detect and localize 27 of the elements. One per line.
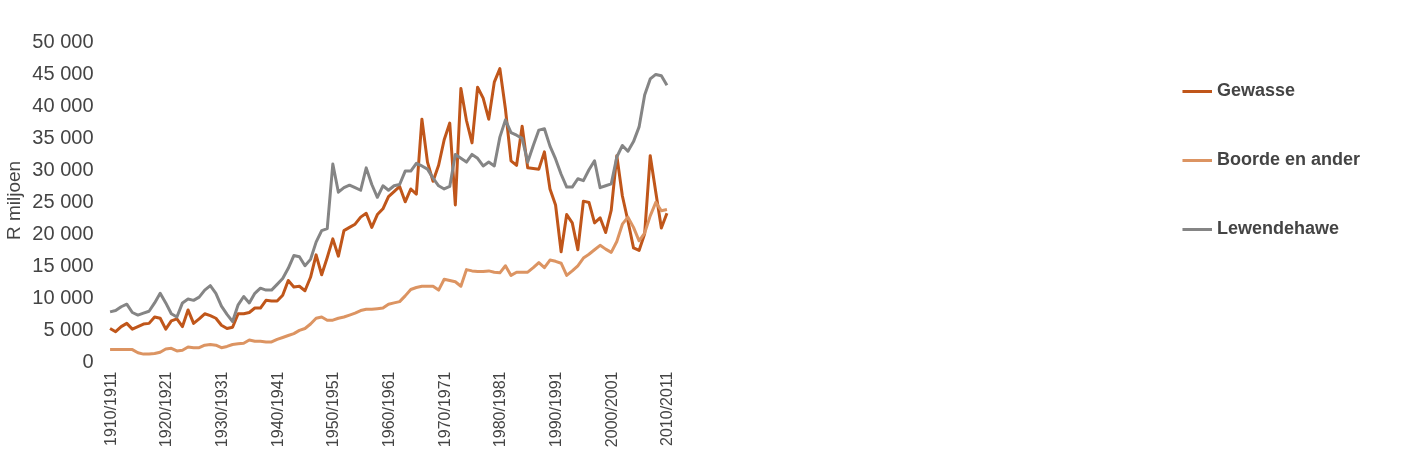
x-tick-label: 1940/1941 — [268, 371, 286, 448]
y-axis-title: R miljoen — [3, 160, 25, 241]
y-tick-label: 15 000 — [32, 253, 94, 276]
line-series — [108, 200, 669, 356]
y-tick-label: 10 000 — [32, 285, 94, 308]
y-tick-label: 50 000 — [32, 29, 94, 52]
legend-label: Gewasse — [1216, 80, 1296, 101]
y-tick-label: 35 000 — [32, 125, 94, 148]
y-tick-label: 0 — [82, 349, 94, 372]
y-tick-label: 5 000 — [43, 317, 94, 340]
x-tick-label: 1960/1961 — [380, 371, 397, 448]
y-tick-label: 30 000 — [32, 157, 94, 180]
x-tick-label: 1920/1921 — [157, 371, 175, 448]
y-tick-label: 45 000 — [32, 61, 94, 84]
x-tick-label: 1970/1971 — [435, 371, 453, 448]
legend-label: Lewendehawe — [1216, 218, 1340, 239]
x-tick-label: 2000/2001 — [602, 371, 620, 448]
legend-label: Boorde en ander — [1216, 149, 1360, 170]
x-tick-label: 1950/1951 — [324, 371, 342, 448]
x-tick-label: 1990/1991 — [547, 371, 565, 448]
x-tick-label: 2010/2011 — [658, 371, 676, 446]
y-tick-label: 25 000 — [32, 189, 94, 212]
x-tick-label: 1910/1911 — [101, 371, 119, 446]
x-tick-label: 1930/1931 — [212, 371, 230, 448]
x-tick-label: 1980/1981 — [491, 371, 509, 448]
y-tick-label: 40 000 — [32, 93, 94, 116]
y-tick-label: 20 000 — [32, 221, 94, 244]
